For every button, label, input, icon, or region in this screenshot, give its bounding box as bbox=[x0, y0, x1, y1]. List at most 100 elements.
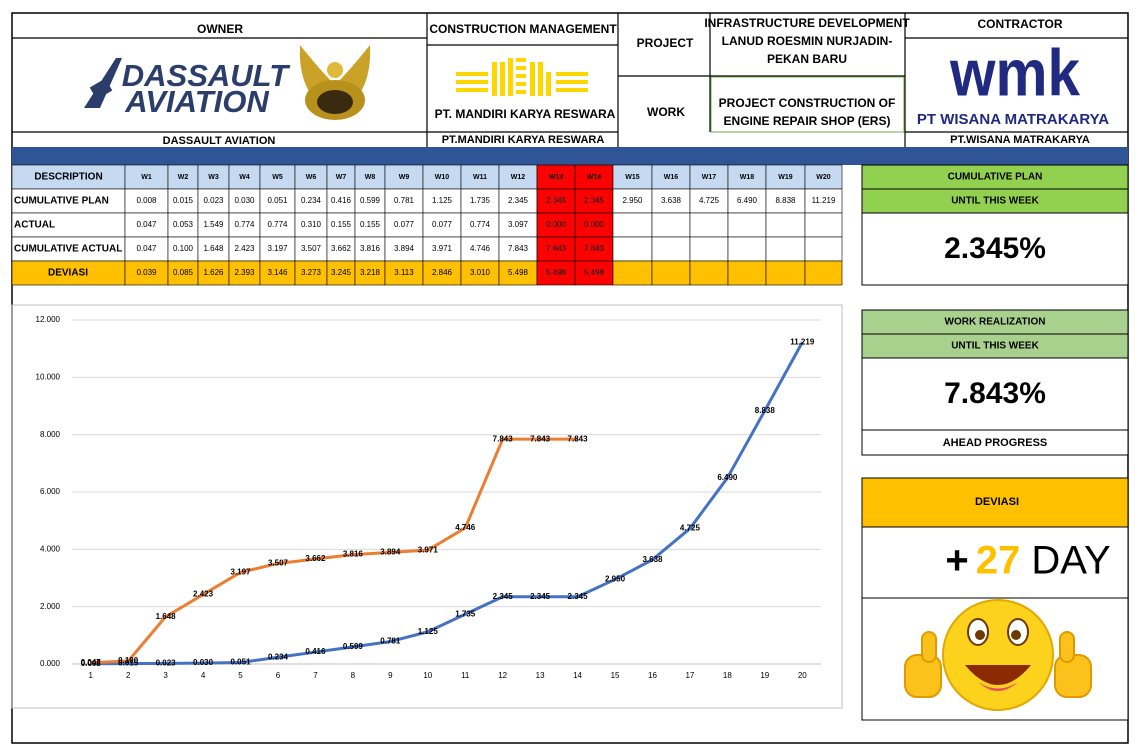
band bbox=[12, 147, 1128, 165]
column-header: W20 bbox=[816, 174, 831, 181]
cell-value: 7.843 bbox=[508, 244, 529, 253]
cell-value: 0.000 bbox=[546, 220, 567, 229]
table-cell bbox=[422, 260, 462, 286]
column-header: W6 bbox=[306, 174, 317, 181]
x-tick-label: 16 bbox=[648, 671, 657, 680]
work-label: WORK bbox=[647, 105, 685, 119]
data-label: 0.051 bbox=[231, 658, 252, 667]
cell-value: 0.310 bbox=[301, 220, 322, 229]
contractor-logo-text: PT WISANA MATRAKARYA bbox=[917, 111, 1109, 128]
column-header: W18 bbox=[740, 174, 755, 181]
cell-value: 2.345 bbox=[508, 196, 529, 205]
cell-value: 3.816 bbox=[360, 244, 381, 253]
cell-value: 4.746 bbox=[470, 244, 491, 253]
data-label: 3.197 bbox=[231, 567, 252, 576]
cell-value: 8.838 bbox=[775, 196, 796, 205]
table-cell bbox=[498, 260, 538, 286]
data-label: 7.843 bbox=[493, 434, 514, 443]
table-cell bbox=[326, 236, 356, 262]
x-tick-label: 17 bbox=[685, 671, 694, 680]
column-header: W19 bbox=[778, 174, 793, 181]
header-cell bbox=[498, 164, 538, 190]
table-cell bbox=[197, 212, 230, 238]
cell-value: 0.774 bbox=[267, 220, 288, 229]
x-tick-label: 8 bbox=[351, 671, 356, 680]
x-tick-label: 13 bbox=[536, 671, 545, 680]
column-header: W7 bbox=[336, 174, 347, 181]
table-cell bbox=[804, 260, 843, 286]
table-cell bbox=[689, 236, 729, 262]
table-cell bbox=[765, 260, 806, 286]
data-label: 0.781 bbox=[380, 637, 401, 646]
data-label: 0.416 bbox=[305, 647, 326, 656]
table-cell bbox=[384, 188, 424, 214]
data-label: 0.023 bbox=[156, 658, 177, 667]
table-cell bbox=[124, 236, 169, 262]
column-header: W11 bbox=[473, 174, 487, 181]
x-tick-label: 5 bbox=[238, 671, 243, 680]
row-label: CUMULATIVE PLAN bbox=[14, 196, 109, 207]
cell-value: 0.023 bbox=[203, 196, 224, 205]
work-text: PROJECT CONSTRUCTION OF bbox=[719, 96, 896, 110]
panel-title: DEVIASI bbox=[975, 496, 1019, 508]
data-label: 3.507 bbox=[268, 559, 289, 568]
data-label: 0.234 bbox=[268, 652, 289, 661]
data-label: 3.638 bbox=[642, 555, 663, 564]
cell-value: 0.047 bbox=[136, 220, 157, 229]
x-tick-label: 20 bbox=[798, 671, 807, 680]
data-label: 6.490 bbox=[717, 473, 738, 482]
panel-title: WORK REALIZATION bbox=[945, 317, 1046, 328]
table-cell bbox=[460, 188, 500, 214]
deviasi-days: 27 bbox=[976, 539, 1021, 583]
table-cell bbox=[259, 260, 296, 286]
cell-value: 5.498 bbox=[546, 268, 567, 277]
cell-value: 0.047 bbox=[136, 244, 157, 253]
contractor-logo: wmk bbox=[949, 35, 1080, 109]
contractor-name: PT.WISANA MATRAKARYA bbox=[950, 134, 1090, 146]
cell-value: 1.735 bbox=[470, 196, 491, 205]
x-tick-label: 11 bbox=[461, 671, 470, 680]
header-cell bbox=[326, 164, 356, 190]
table-cell bbox=[228, 188, 261, 214]
cell-value: 0.085 bbox=[173, 268, 194, 277]
project-text: LANUD ROESMIN NURJADIN- bbox=[722, 34, 893, 48]
cell-value: 3.197 bbox=[267, 244, 288, 253]
cell-value: 3.971 bbox=[432, 244, 453, 253]
project-text: INFRASTRUCTURE DEVELOPMENT bbox=[704, 16, 910, 30]
data-label: 2.345 bbox=[568, 592, 589, 601]
x-tick-label: 12 bbox=[498, 671, 507, 680]
table-cell bbox=[11, 212, 126, 238]
table-cell bbox=[384, 212, 424, 238]
panel-value: 2.345% bbox=[944, 232, 1046, 265]
emblem bbox=[299, 45, 371, 120]
cell-value: 0.774 bbox=[234, 220, 255, 229]
cell-value: 3.638 bbox=[661, 196, 682, 205]
cell-value: 0.077 bbox=[432, 220, 453, 229]
panel-title: CUMULATIVE PLAN bbox=[948, 172, 1043, 183]
table-cell bbox=[354, 260, 386, 286]
cell-value: 3.273 bbox=[301, 268, 322, 277]
panel-subtitle: UNTIL THIS WEEK bbox=[951, 341, 1039, 352]
x-tick-label: 10 bbox=[423, 671, 432, 680]
y-tick-label: 0.000 bbox=[40, 659, 61, 668]
data-label: 7.843 bbox=[530, 434, 551, 443]
table-cell bbox=[326, 188, 356, 214]
emoji bbox=[904, 599, 1092, 711]
cell-value: 3.662 bbox=[331, 244, 352, 253]
data-label: 0.100 bbox=[118, 656, 139, 665]
table-cell bbox=[11, 188, 126, 214]
series-line bbox=[90, 341, 804, 666]
cell-value: 1.626 bbox=[203, 268, 224, 277]
table-cell bbox=[574, 188, 614, 214]
column-header: W13 bbox=[549, 174, 564, 181]
x-tick-label: 15 bbox=[611, 671, 620, 680]
data-label: 4.746 bbox=[455, 523, 476, 532]
column-header: W4 bbox=[239, 174, 250, 181]
table-cell bbox=[765, 212, 806, 238]
data-label: 1.648 bbox=[156, 612, 177, 621]
cell-value: 3.507 bbox=[301, 244, 322, 253]
table-cell bbox=[167, 212, 199, 238]
table-cell bbox=[167, 260, 199, 286]
table-cell bbox=[11, 236, 126, 262]
header-cell bbox=[765, 164, 806, 190]
